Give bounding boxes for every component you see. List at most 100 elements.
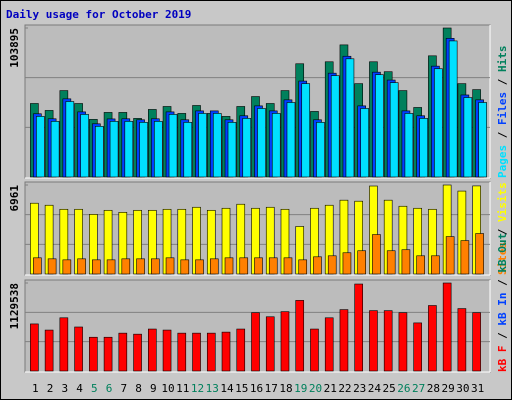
bar [445, 236, 455, 275]
bar [280, 311, 290, 372]
bar [242, 118, 252, 178]
x-tick-label: 24 [368, 382, 382, 395]
bar [257, 108, 266, 178]
bar [342, 252, 352, 275]
bar [36, 116, 45, 178]
bar [330, 75, 340, 178]
x-tick-label: 25 [383, 382, 396, 395]
x-tick-label: 12 [191, 382, 204, 395]
bar [95, 126, 104, 178]
bar [168, 114, 178, 178]
x-tick-label: 16 [250, 382, 263, 395]
bar [47, 258, 57, 275]
bar [209, 258, 219, 275]
legend-entry: Hits [496, 46, 509, 73]
bar [212, 113, 222, 178]
bar [227, 122, 237, 178]
bar [44, 329, 54, 372]
bar [316, 122, 325, 178]
bar [180, 259, 190, 275]
x-tick-label: 22 [338, 382, 351, 395]
bar [165, 257, 175, 275]
x-tick-label: 4 [76, 382, 83, 395]
bar [192, 332, 201, 372]
bar [354, 283, 363, 372]
legend-entry: Visits [496, 182, 509, 222]
bar [386, 250, 396, 275]
bar [398, 312, 408, 372]
bar [413, 322, 422, 372]
legend-entry: kB F [496, 346, 509, 373]
bar [295, 300, 305, 372]
bar [251, 312, 260, 372]
x-tick-label: 26 [397, 382, 410, 395]
bar [154, 121, 163, 178]
y-tick-label: 6961 [8, 185, 21, 212]
bar [33, 257, 42, 275]
x-tick-label: 23 [353, 382, 366, 395]
bar [239, 257, 249, 275]
bar [401, 249, 411, 275]
x-tick-label: 28 [427, 382, 440, 395]
bar [139, 122, 148, 178]
bar [472, 312, 481, 372]
bar [375, 74, 384, 178]
bar [475, 233, 484, 275]
x-tick-label: 20 [309, 382, 322, 395]
bar [136, 258, 145, 275]
legend: kB F / kB In / kB Out [496, 233, 509, 372]
bar [360, 108, 369, 178]
bar [118, 332, 128, 372]
bar [236, 328, 246, 372]
y-tick-label: 103895 [8, 28, 21, 68]
bar [442, 282, 452, 372]
legend-entry: kB In [496, 293, 509, 326]
bar [124, 121, 134, 178]
legend-separator: / [496, 273, 509, 293]
bar [301, 83, 311, 178]
bar [478, 102, 487, 178]
bar [265, 316, 275, 372]
legend-separator: / [496, 222, 509, 242]
x-tick-label: 27 [412, 382, 425, 395]
bar [404, 113, 414, 178]
bar [419, 118, 428, 178]
x-tick-label: 10 [161, 382, 174, 395]
bar [448, 40, 458, 178]
bar [177, 332, 187, 372]
bar [74, 326, 83, 372]
bar [50, 121, 60, 178]
bar [313, 256, 322, 275]
legend-entry: Sites [496, 242, 509, 275]
bar [372, 234, 381, 275]
bar [339, 309, 349, 372]
x-tick-label: 1 [32, 382, 39, 395]
x-tick-label: 19 [294, 382, 307, 395]
x-tick-label: 9 [150, 382, 157, 395]
bar [428, 305, 437, 372]
x-tick-label: 5 [91, 382, 98, 395]
bar [195, 259, 204, 275]
bar [416, 255, 425, 275]
x-tick-label: 18 [279, 382, 292, 395]
legend-entry: kB Out [496, 233, 509, 273]
bar [310, 328, 319, 372]
bar [389, 82, 399, 178]
bar [286, 102, 296, 178]
bar [268, 257, 278, 275]
bar [224, 257, 234, 275]
bar [109, 121, 119, 178]
x-tick-label: 15 [235, 382, 248, 395]
bar [431, 255, 440, 275]
x-tick-label: 3 [62, 382, 69, 395]
x-tick-label: 8 [135, 382, 142, 395]
bar [30, 323, 39, 372]
chart-title: Daily usage for October 2019 [6, 8, 191, 21]
x-tick-label: 13 [206, 382, 219, 395]
bar [106, 259, 116, 275]
legend-separator: / [496, 326, 509, 346]
x-tick-label: 11 [176, 382, 189, 395]
bar [77, 258, 86, 275]
bar [151, 258, 160, 275]
